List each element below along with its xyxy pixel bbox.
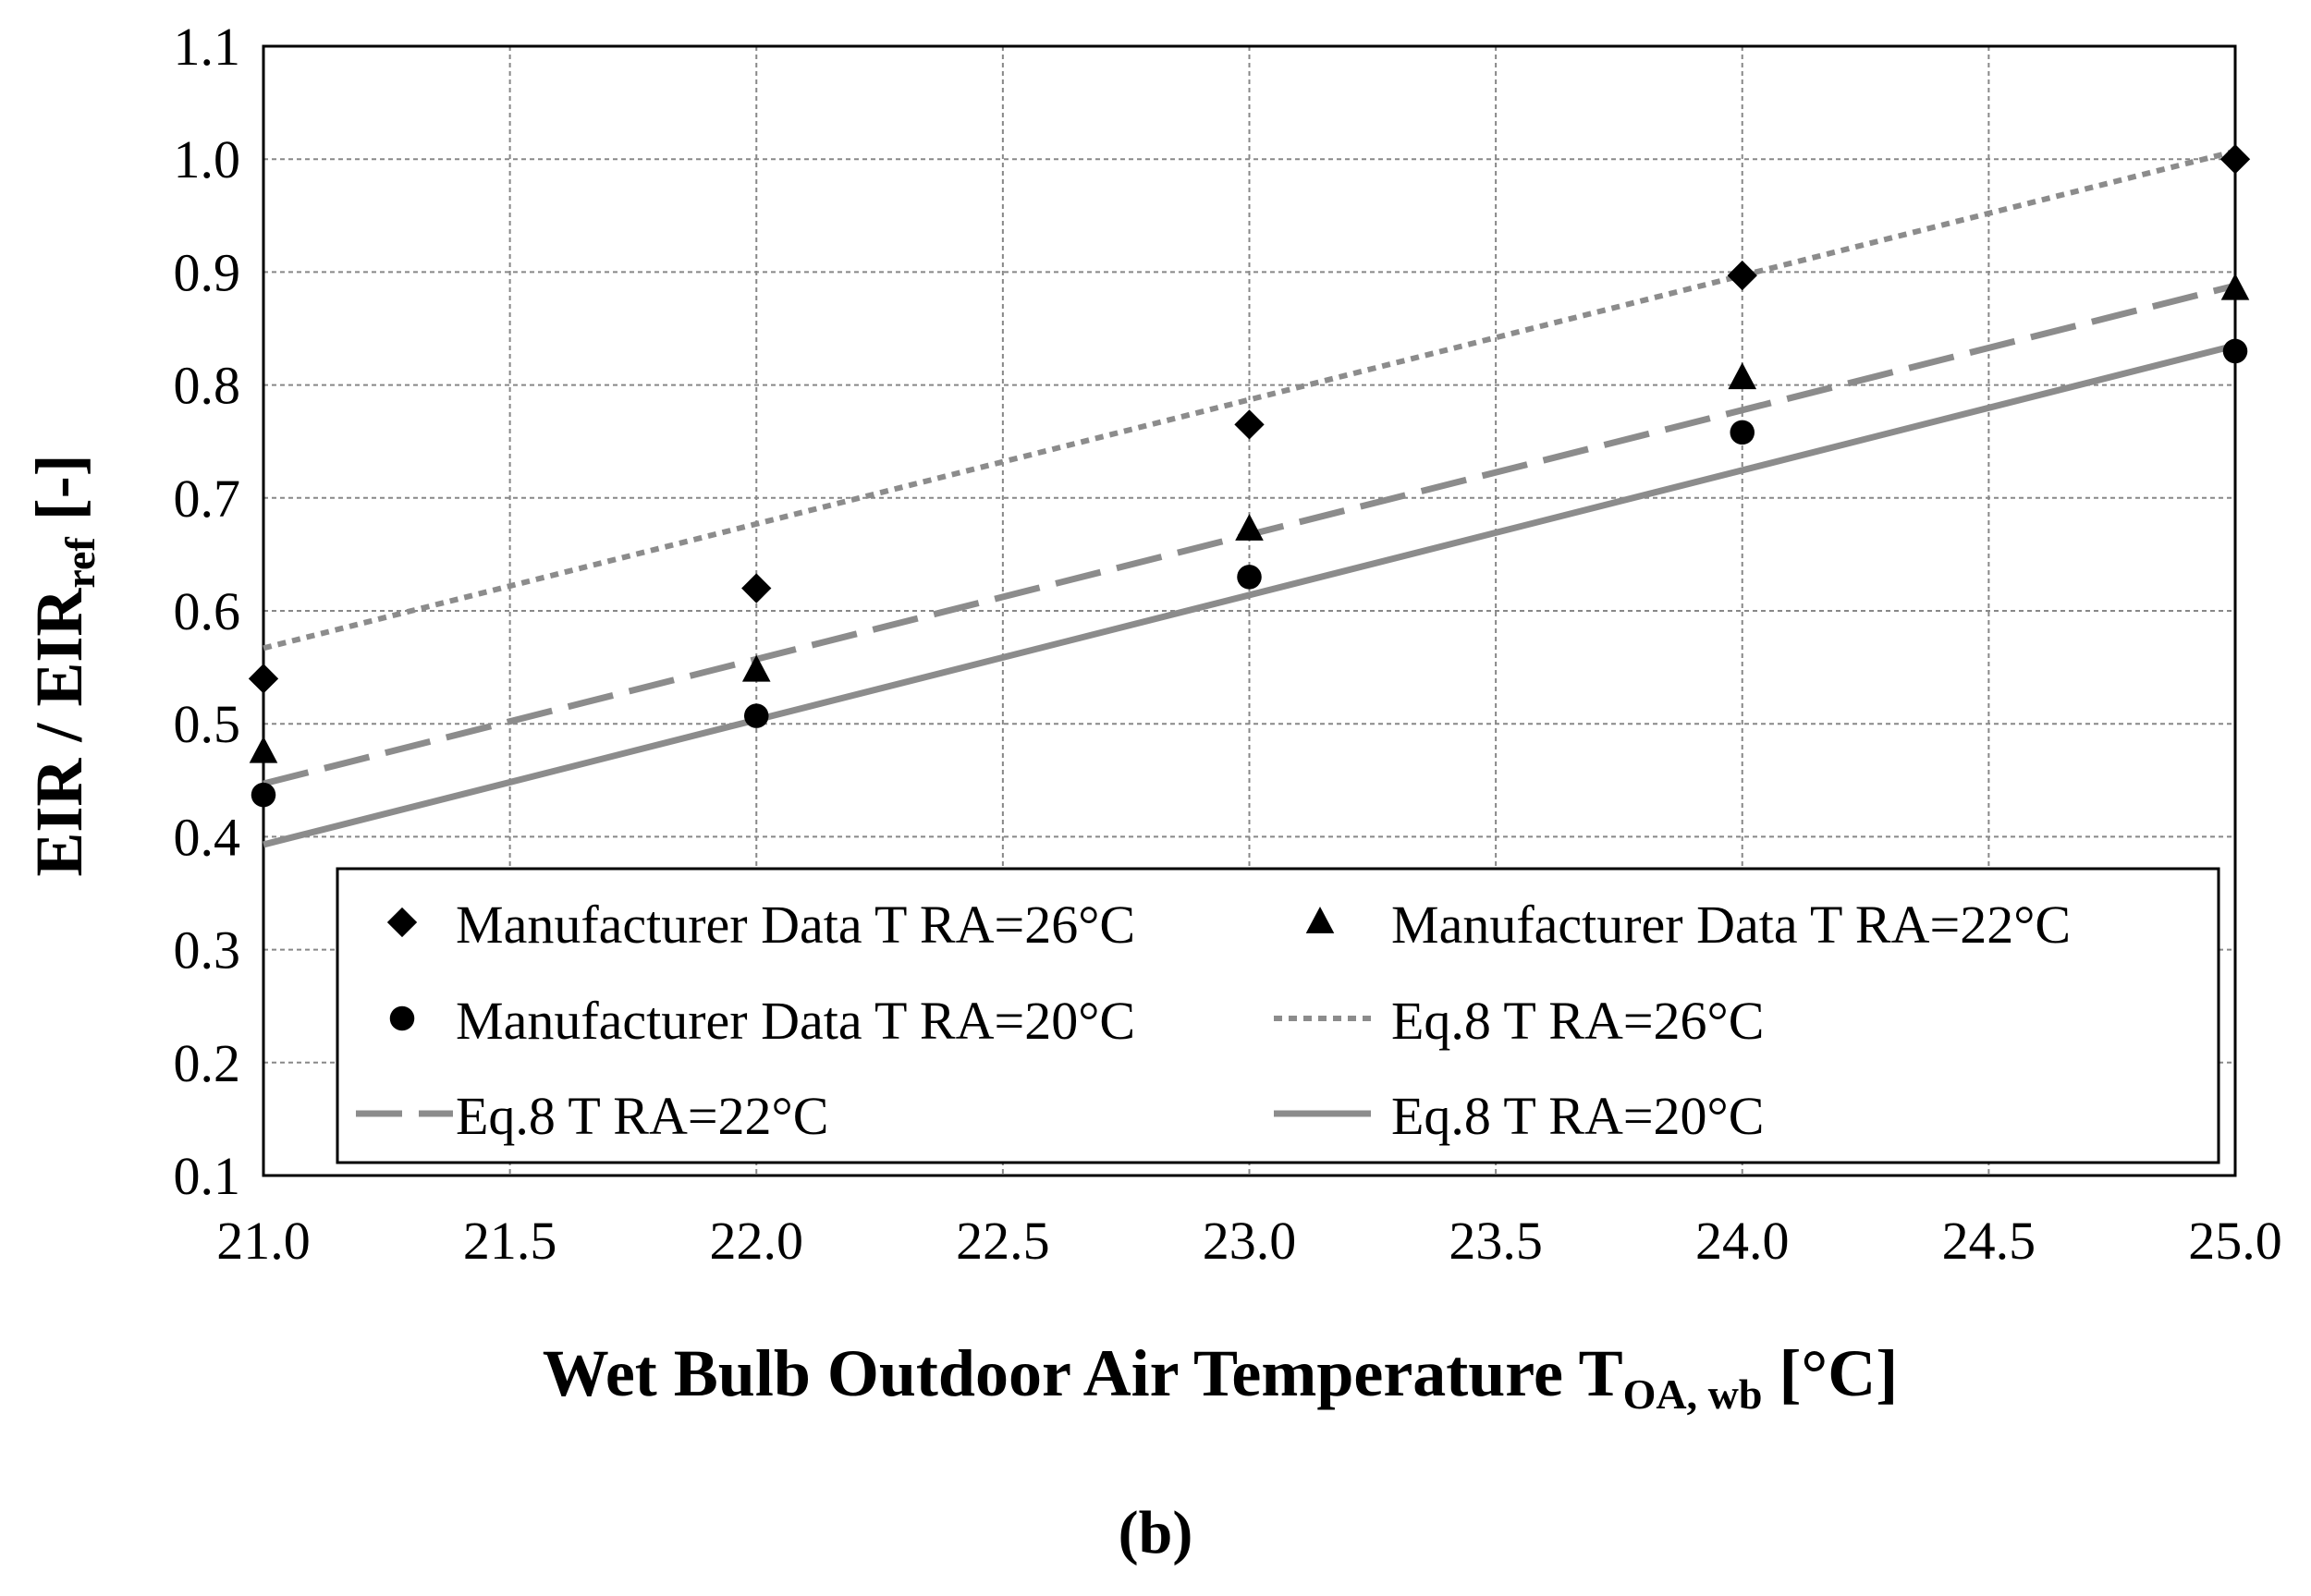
x-tick-label: 23.0 — [1203, 1211, 1297, 1271]
plot-frame — [262, 44, 2237, 1177]
legend-label: Eq.8 T RA=20°C — [1391, 1086, 1764, 1146]
data-point-circle — [1237, 565, 1262, 590]
data-point-diamond — [2219, 144, 2251, 175]
legend-label: Eq.8 T RA=22°C — [456, 1086, 828, 1146]
data-point-diamond — [741, 573, 772, 603]
x-tick-label: 22.0 — [710, 1211, 804, 1271]
data-point-triangle — [249, 736, 278, 763]
legend-label: Manufacturer Data T RA=20°C — [456, 991, 1135, 1051]
x-tick-label: 24.5 — [1942, 1211, 2036, 1271]
data-point-circle — [743, 703, 769, 728]
y-tick-label: 1.1 — [174, 17, 241, 77]
series-markers — [248, 144, 2251, 808]
data-point-diamond — [248, 664, 279, 694]
x-axis-title-subscript: OA, wb — [1623, 1371, 1763, 1418]
y-tick-label: 0.9 — [174, 242, 241, 302]
y-tick-label: 0.7 — [174, 469, 241, 529]
data-point-triangle — [741, 654, 771, 682]
x-tick-label: 21.5 — [463, 1211, 557, 1271]
data-point-triangle — [1235, 514, 1264, 541]
series-line — [263, 342, 2236, 848]
legend: Manufacturer Data T RA=26°C Manufacturer … — [336, 867, 2220, 1164]
legend-swatch-diamond — [386, 907, 418, 938]
data-point-diamond — [1234, 409, 1265, 440]
data-point-circle — [2222, 338, 2248, 364]
legend-label: Manufacturer Data T RA=26°C — [456, 895, 1135, 955]
legend-swatch-triangle — [1305, 907, 1335, 933]
y-tick-label: 0.5 — [174, 694, 241, 754]
y-axis-title-main: EIR / EIR — [22, 588, 96, 877]
x-tick-label: 23.5 — [1449, 1211, 1543, 1271]
x-tick-label: 21.0 — [216, 1211, 311, 1271]
y-axis-ticks: 0.1 0.2 0.3 0.4 0.5 0.6 0.7 0.8 0.9 1.0 1.1 — [174, 17, 241, 1206]
y-axis-title-unit: [-] — [22, 454, 96, 537]
data-point-triangle — [1728, 362, 1757, 390]
y-tick-label: 1.0 — [174, 129, 241, 189]
y-tick-label: 0.2 — [174, 1033, 241, 1093]
data-point-circle — [251, 782, 276, 808]
data-point-triangle — [2220, 273, 2250, 300]
y-tick-label: 0.6 — [174, 581, 241, 641]
legend-label: Eq.8 T RA=26°C — [1391, 991, 1764, 1051]
x-axis-ticks: 21.0 21.5 22.0 22.5 23.0 23.5 24.0 24.5 25.0 — [216, 1211, 2282, 1271]
figure-caption: (b) — [1119, 1499, 1193, 1566]
y-tick-label: 0.1 — [174, 1146, 241, 1206]
data-point-circle — [1730, 420, 1755, 445]
x-tick-label: 25.0 — [2188, 1211, 2282, 1271]
y-tick-label: 0.4 — [174, 807, 241, 867]
y-tick-label: 0.3 — [174, 920, 241, 981]
legend-label: Manufacturer Data T RA=22°C — [1391, 895, 2071, 955]
x-axis-title-main: Wet Bulb Outdoor Air Temperature T — [543, 1336, 1623, 1410]
x-tick-label: 22.5 — [956, 1211, 1050, 1271]
legend-swatch-circle — [389, 1005, 415, 1031]
data-point-diamond — [1727, 260, 1757, 291]
x-axis-title: Wet Bulb Outdoor Air Temperature TOA, wb… — [543, 1336, 1898, 1418]
y-axis-title-subscript: ref — [56, 537, 104, 589]
x-axis-title-unit: [°C] — [1762, 1336, 1898, 1410]
y-tick-label: 0.8 — [174, 356, 241, 416]
x-tick-label: 24.0 — [1695, 1211, 1790, 1271]
y-axis-title: EIR / EIRref [-] — [22, 454, 104, 876]
